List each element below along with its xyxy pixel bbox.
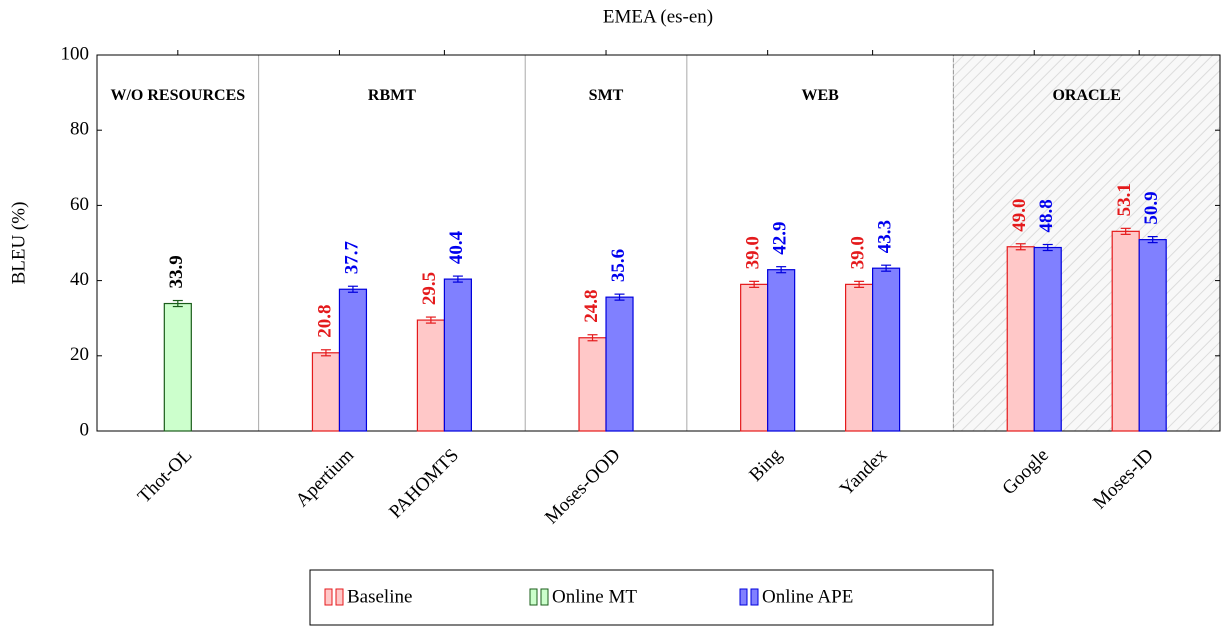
legend-swatch xyxy=(739,588,748,606)
group-label: SMT xyxy=(588,86,624,104)
chart-title: EMEA (es-en) xyxy=(603,6,713,27)
value-label: 42.9 xyxy=(770,221,791,254)
value-label: 53.1 xyxy=(1114,183,1135,216)
legend-box xyxy=(309,569,994,626)
group-label: WEB xyxy=(801,86,839,104)
bar xyxy=(311,352,341,432)
y-tick-label: 80 xyxy=(70,119,89,140)
bar xyxy=(1006,246,1035,432)
legend-label: Baseline xyxy=(347,586,412,607)
value-label: 40.4 xyxy=(446,230,467,264)
error-bar xyxy=(452,275,463,283)
error-bar xyxy=(320,349,331,357)
error-bar xyxy=(587,334,598,342)
legend-label: Online APE xyxy=(762,586,853,607)
group-label: W/O RESOURCES xyxy=(110,86,246,104)
error-bar xyxy=(1147,236,1158,244)
y-tick-label: 20 xyxy=(70,344,89,365)
error-bar xyxy=(776,266,787,274)
value-label: 35.6 xyxy=(608,249,629,282)
error-bar xyxy=(425,316,436,324)
bar xyxy=(163,302,192,432)
error-bar xyxy=(347,285,358,293)
x-tick-label: Thot-OL xyxy=(134,445,197,508)
bar xyxy=(1033,246,1062,432)
value-label: 50.9 xyxy=(1141,191,1162,224)
error-bar xyxy=(1042,243,1053,252)
bar xyxy=(767,269,796,432)
x-tick-label: Bing xyxy=(745,444,786,485)
error-bar xyxy=(1120,227,1131,235)
value-label: 24.8 xyxy=(581,289,602,322)
error-bar xyxy=(1015,243,1026,251)
value-label: 33.9 xyxy=(166,255,187,288)
group-label: ORACLE xyxy=(1052,86,1121,104)
bar xyxy=(1111,230,1140,432)
x-tick-label: Moses-OOD xyxy=(541,445,625,529)
value-label: 20.8 xyxy=(314,305,335,338)
bar xyxy=(578,337,607,432)
bar xyxy=(605,296,634,432)
error-bar xyxy=(749,280,760,288)
x-tick-label: Apertium xyxy=(292,445,358,511)
legend-swatch xyxy=(335,588,344,606)
value-label: 39.0 xyxy=(847,236,868,269)
bar xyxy=(845,283,874,432)
y-tick-label: 40 xyxy=(70,269,89,290)
legend-label: Online MT xyxy=(552,586,637,607)
highlight-region xyxy=(952,54,1221,432)
x-tick-label: Moses-ID xyxy=(1089,445,1158,514)
legend-swatch xyxy=(540,588,549,606)
bar xyxy=(416,319,445,432)
error-bar xyxy=(614,293,625,301)
legend-swatch xyxy=(529,588,538,606)
legend-swatch xyxy=(324,588,333,606)
value-label: 49.0 xyxy=(1009,199,1030,232)
y-axis-label: BLEU (%) xyxy=(8,202,29,285)
y-tick-label: 100 xyxy=(61,43,90,64)
group-label: RBMT xyxy=(367,86,416,104)
value-label: 39.0 xyxy=(743,236,764,269)
x-tick-label: Yandex xyxy=(836,444,892,500)
plot-frame xyxy=(96,54,1221,432)
value-label: 48.8 xyxy=(1036,199,1057,232)
value-label: 37.7 xyxy=(341,240,362,274)
legend-swatch xyxy=(750,588,759,606)
x-tick-label: Google xyxy=(998,445,1052,499)
y-tick-label: 0 xyxy=(80,419,90,440)
x-tick-label: PAHOMTS xyxy=(385,445,463,523)
value-label: 43.3 xyxy=(874,220,895,253)
value-label: 29.5 xyxy=(419,272,440,305)
error-bar xyxy=(172,299,183,308)
bar xyxy=(740,283,769,432)
bar xyxy=(872,267,901,432)
bar xyxy=(338,288,368,432)
bar xyxy=(443,278,472,432)
error-bar xyxy=(854,280,865,288)
bar xyxy=(1138,239,1167,432)
error-bar xyxy=(881,264,892,272)
y-tick-label: 60 xyxy=(70,194,89,215)
